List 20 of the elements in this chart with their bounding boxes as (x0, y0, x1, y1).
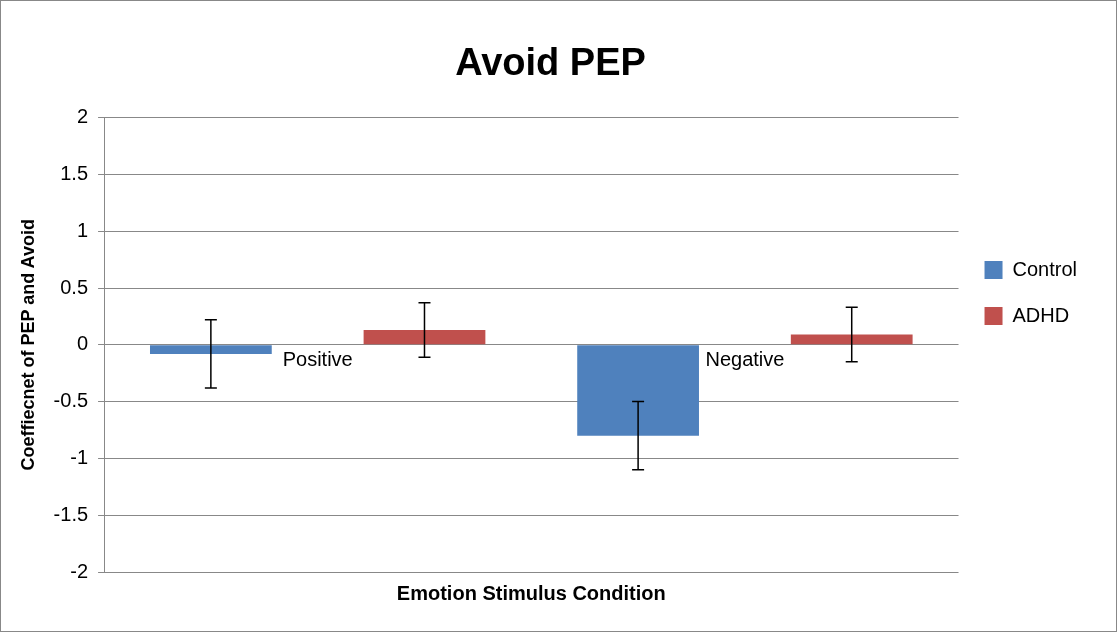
y-tick-label: -0.5 (53, 389, 89, 412)
legend-label: ADHD (1012, 303, 1070, 326)
x-axis-title: Emotion Stimulus Condition (396, 581, 666, 604)
y-tick-label: -1 (70, 445, 89, 468)
y-tick-label: 2 (76, 105, 89, 128)
y-tick-label: 0.5 (60, 275, 89, 298)
bar (149, 345, 272, 354)
y-axis-title: Coeffiecnet of PEP and Avoid (17, 219, 38, 471)
legend-label: Control (1012, 257, 1078, 280)
bar (577, 345, 699, 436)
y-tick-label: -1.5 (53, 502, 89, 525)
x-tick-label: Positive (282, 348, 353, 371)
y-tick-label: -2 (70, 559, 89, 582)
y-tick-label: 0 (76, 332, 89, 355)
y-tick-label: 1 (76, 218, 89, 241)
y-tick-label: 1.5 (60, 161, 89, 184)
x-tick-label: Negative (705, 348, 785, 371)
bar (790, 334, 913, 345)
bar (363, 330, 486, 345)
chart-title: Avoid PEP (455, 41, 646, 84)
